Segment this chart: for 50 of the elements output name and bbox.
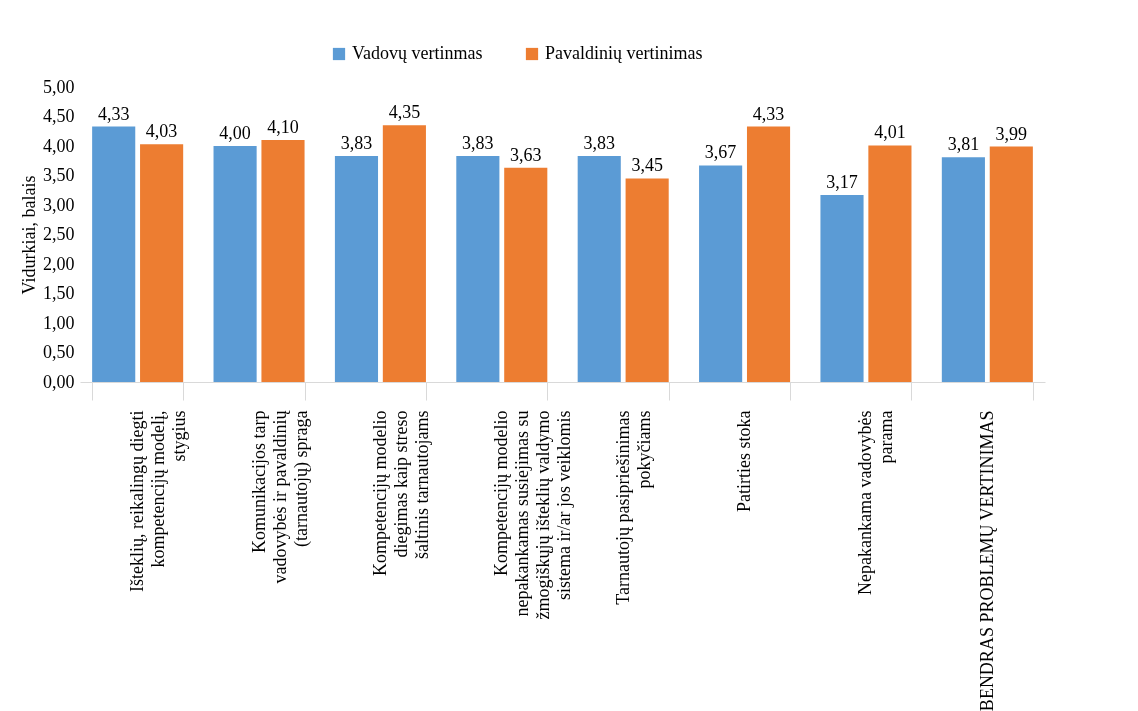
data-label: 3,83 [462, 133, 494, 154]
x-tick-label: Nepakankama vadovybės parama [855, 410, 897, 595]
legend-label: Vadovų vertinmas [352, 43, 483, 63]
bar [140, 144, 184, 382]
y-tick-label: 4,50 [43, 106, 75, 126]
data-label: 3,83 [340, 133, 373, 154]
bar [382, 125, 426, 382]
bar [456, 156, 500, 382]
bar [868, 145, 912, 382]
bar [625, 178, 669, 382]
bar [213, 146, 257, 382]
data-label: 4,10 [267, 117, 299, 138]
data-label: 4,00 [219, 123, 251, 143]
data-label: 4,33 [752, 103, 785, 124]
x-tick-label: Patirties stoka [734, 410, 755, 512]
data-label: 3,45 [631, 155, 663, 176]
y-tick-label: 0,00 [43, 371, 75, 392]
data-label: 3,63 [510, 144, 542, 165]
bar [699, 165, 743, 382]
x-tick-label: BENDRAS PROBLEMŲ VERTINIMAS [976, 410, 997, 711]
bar [989, 146, 1033, 382]
bar [577, 156, 621, 382]
y-tick-label: 1,50 [43, 283, 75, 303]
y-tick-label: 3,00 [43, 194, 75, 215]
legend-label: Pavaldinių vertinimas [545, 43, 703, 63]
y-tick-label: 2,00 [43, 253, 75, 274]
y-tick-label: 3,50 [43, 165, 75, 185]
data-label: 4,01 [874, 122, 906, 143]
data-label: 3,83 [583, 133, 615, 154]
x-tick-label: Išteklių, reikalingų diegti kompetencijų modelį, stygius [127, 410, 190, 592]
bar [334, 156, 379, 382]
y-tick-label: 0,50 [43, 342, 75, 362]
data-label: 3,67 [704, 142, 737, 163]
bar [92, 126, 136, 382]
bar [941, 157, 985, 382]
bar [504, 167, 548, 382]
y-tick-label: 2,50 [43, 224, 75, 244]
bar [261, 140, 305, 382]
data-label: 3,81 [947, 134, 980, 155]
data-label: 3,17 [826, 171, 858, 192]
y-tick-label: 5,00 [43, 76, 75, 97]
y-tick-label: 4,00 [43, 135, 75, 156]
data-label: 3,99 [995, 123, 1028, 144]
data-label: 4,03 [145, 121, 178, 142]
y-tick-label: 1,00 [43, 312, 75, 333]
data-label: 4,35 [388, 102, 421, 123]
bar [746, 126, 791, 382]
bar [820, 194, 864, 382]
data-label: 4,33 [97, 103, 130, 124]
y-axis-title: Vidurkiai, balais [19, 175, 39, 295]
